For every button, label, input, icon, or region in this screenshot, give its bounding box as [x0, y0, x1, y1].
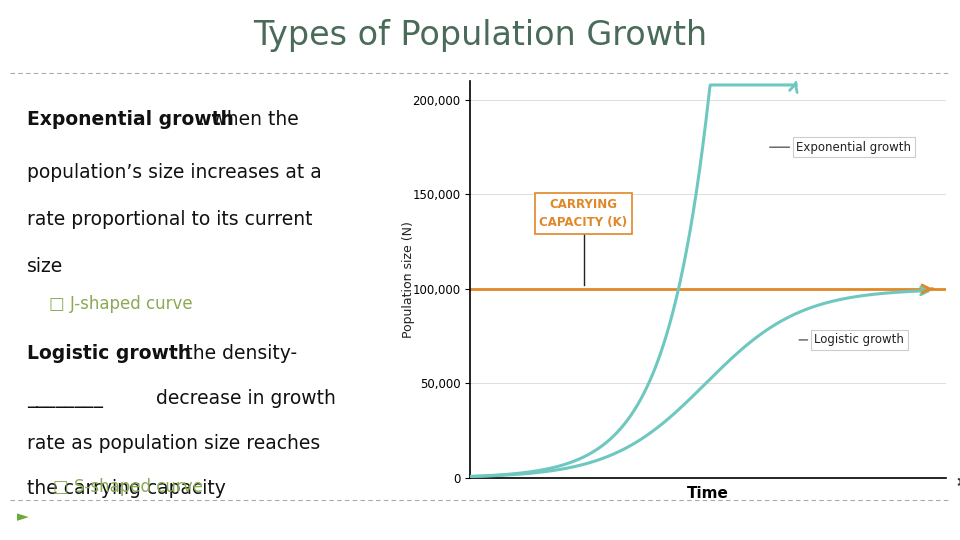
Text: rate as population size reaches: rate as population size reaches	[27, 434, 321, 453]
Text: population’s size increases at a: population’s size increases at a	[27, 163, 322, 182]
Y-axis label: Population size (‹› N): Population size (‹› N)	[405, 272, 407, 287]
Text: CARRYING
CAPACITY (K): CARRYING CAPACITY (K)	[540, 198, 628, 229]
Text: decrease in growth: decrease in growth	[144, 389, 336, 408]
Text: Exponential growth: Exponential growth	[27, 110, 234, 129]
Text: Population size (N): Population size (N)	[402, 221, 415, 338]
Text: rate proportional to its current: rate proportional to its current	[27, 210, 313, 229]
Text: : the density-: : the density-	[173, 345, 297, 363]
Text: □ S-shaped curve: □ S-shaped curve	[53, 478, 203, 496]
Text: : when the: : when the	[200, 110, 300, 129]
Text: □ J-shaped curve: □ J-shaped curve	[49, 295, 193, 313]
Text: the carrying capacity: the carrying capacity	[27, 479, 227, 498]
X-axis label: Time: Time	[687, 486, 729, 501]
Text: Exponential growth: Exponential growth	[770, 140, 911, 154]
Text: ►: ►	[17, 509, 29, 524]
Text: Logistic growth: Logistic growth	[799, 333, 904, 347]
Text: size: size	[27, 257, 63, 276]
Text: ________: ________	[27, 389, 104, 408]
Text: Logistic growth: Logistic growth	[27, 345, 191, 363]
Text: Types of Population Growth: Types of Population Growth	[252, 19, 708, 52]
